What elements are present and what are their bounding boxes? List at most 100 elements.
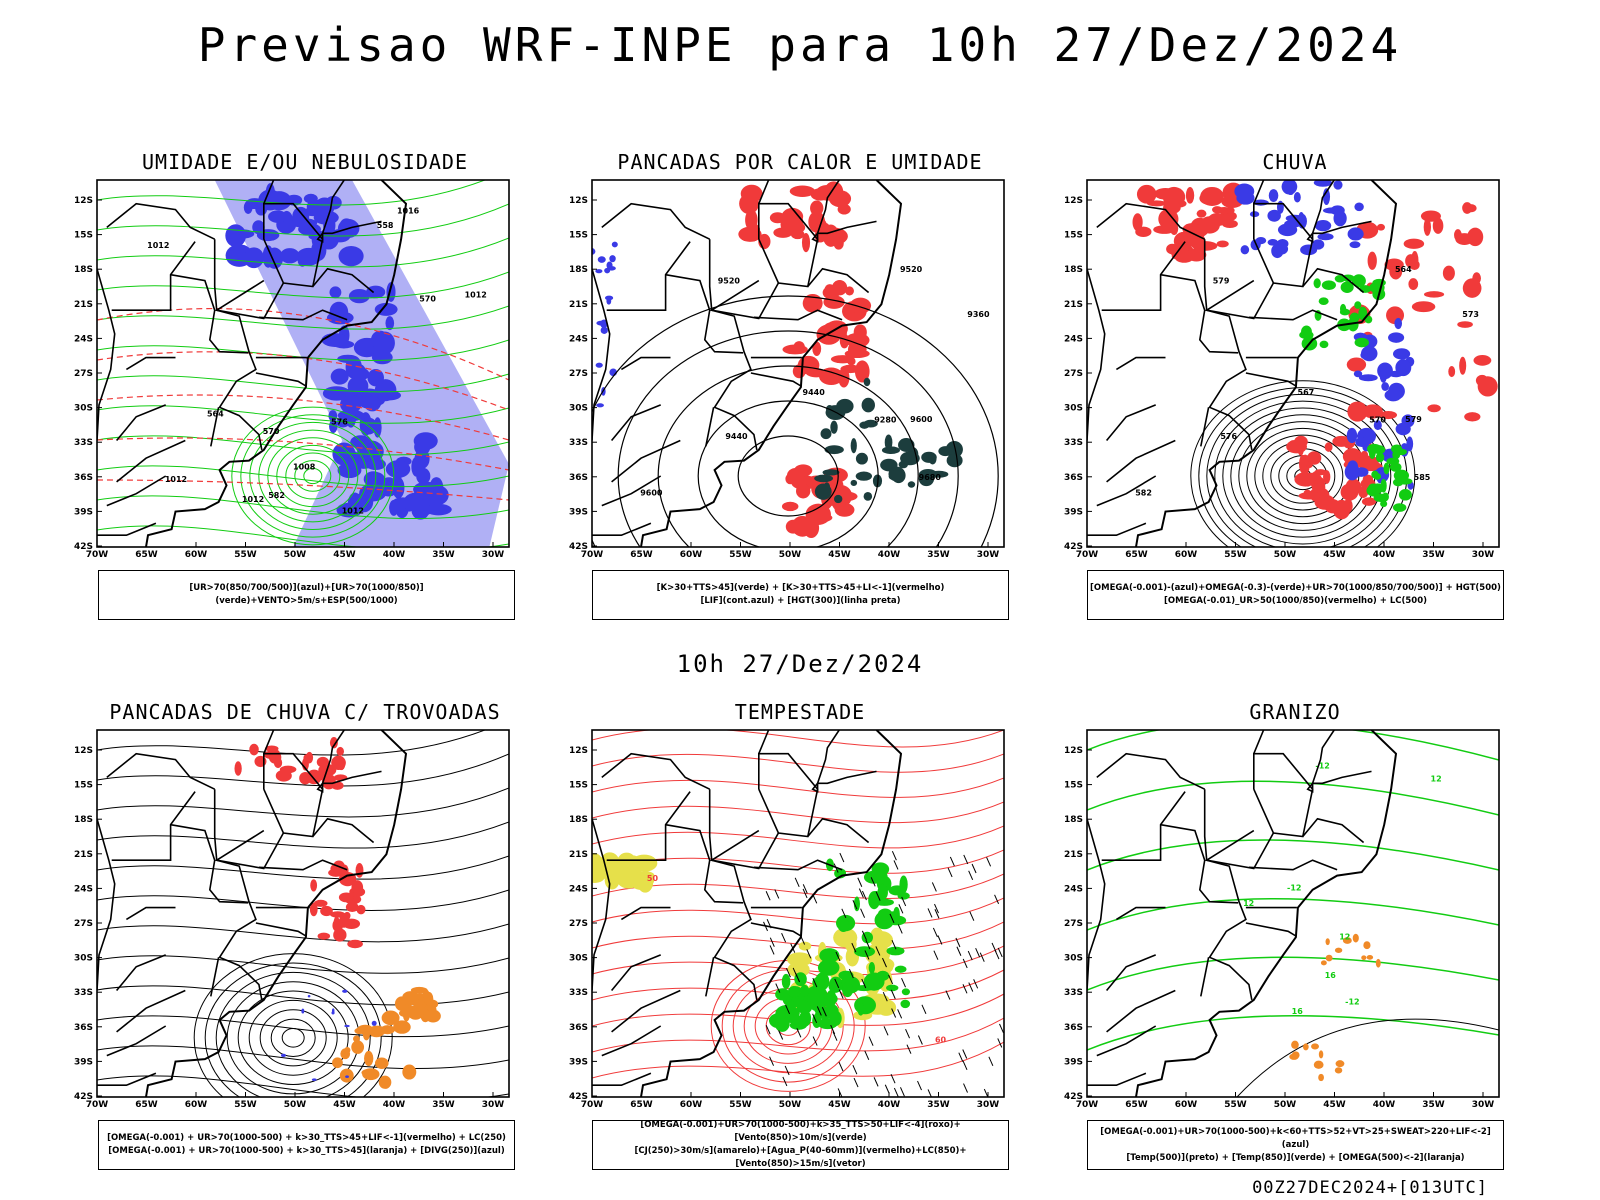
- omega-blob: [1330, 205, 1345, 216]
- map-layer: 1012 1012 1016 1012 1008 1012 576 570 564 558 582 1…: [97, 180, 509, 547]
- precip-blob: [1226, 206, 1235, 214]
- streamline-cyclone: [259, 1009, 327, 1067]
- streamline: [97, 525, 509, 547]
- wind-vector: [861, 978, 867, 989]
- humidity-blob: [268, 210, 287, 223]
- wind-vector: [781, 932, 787, 943]
- lif-contour: [609, 255, 616, 263]
- streamline: [97, 271, 509, 299]
- country-border: [750, 372, 802, 387]
- map-background: [1087, 730, 1499, 1097]
- andes-border: [97, 818, 116, 991]
- wind-vector: [979, 952, 985, 962]
- wind-vector: [875, 891, 881, 901]
- map-layer: -12 -12 -12 16 12 12 16 12: [1087, 730, 1499, 1097]
- omega-strong-blob: [1371, 483, 1384, 494]
- country-border: [1087, 1072, 1147, 1086]
- omega-strong-blob: [1354, 301, 1362, 309]
- heat-humidity-blob: [938, 446, 953, 457]
- panel-title: UMIDADE E/OU NEBULOSIDADE: [141, 150, 469, 174]
- wind-vector: [852, 899, 858, 910]
- map-frame: [591, 729, 1005, 1098]
- wind-vector: [834, 978, 840, 989]
- wind-vector: [897, 1009, 903, 1019]
- wind850-area: [854, 996, 876, 1015]
- country-border: [1160, 823, 1239, 904]
- omega-blob: [1349, 241, 1361, 249]
- storm-blob: [356, 904, 366, 915]
- omega500-blob: [1334, 1067, 1343, 1074]
- wind850-area: [868, 891, 881, 910]
- lat-tick-label: 42S: [569, 1092, 588, 1102]
- omega-blob: [1268, 189, 1279, 202]
- contour-label: 1012: [342, 507, 364, 516]
- heat-humidity-blob: [863, 377, 871, 387]
- omega-strong-blob: [1392, 503, 1407, 512]
- lon-tick-label: 35W: [927, 550, 950, 560]
- omega-blob: [1384, 389, 1402, 402]
- lon-tick-label: 30W: [977, 1100, 1000, 1110]
- lon-tick-label: 50W: [284, 1100, 307, 1110]
- heat-humidity-blob: [898, 438, 915, 452]
- lon-tick-label: 50W: [779, 550, 802, 560]
- lon-tick-label: 40W: [1373, 1100, 1396, 1110]
- wind-vector: [853, 1077, 859, 1088]
- humidity-blob: [225, 224, 247, 248]
- wind-vector: [901, 977, 906, 988]
- thunder-blob: [374, 1057, 389, 1069]
- country-border: [816, 730, 840, 784]
- country-border: [322, 770, 382, 785]
- omega500-blob: [1375, 958, 1381, 968]
- country-border: [106, 752, 216, 790]
- wind850-area: [794, 972, 807, 987]
- country-border: [807, 817, 870, 844]
- wind850-area: [819, 948, 840, 963]
- legend-line: [OMEGA(-0.001) + UR>70(1000-500) + k>30_…: [107, 1133, 506, 1143]
- country-border: [601, 1025, 662, 1057]
- country-border: [1096, 202, 1206, 240]
- convection-blob: [785, 473, 796, 485]
- lat-tick-label: 21S: [1064, 850, 1083, 860]
- contour-label: 1016: [397, 206, 420, 215]
- country-border: [312, 267, 375, 294]
- contour-label: 582: [268, 491, 285, 500]
- divergence-dot: [301, 1008, 305, 1014]
- country-border: [1106, 439, 1176, 483]
- lat-tick-label: 24S: [569, 334, 588, 344]
- lat-tick-label: 27S: [1064, 369, 1083, 379]
- omega-blob: [1373, 420, 1382, 431]
- precip-blob: [1462, 202, 1473, 214]
- country-border: [705, 957, 715, 997]
- omega-blob: [1317, 233, 1334, 241]
- lat-tick-label: 30S: [74, 954, 93, 964]
- heat-humidity-blob: [880, 458, 898, 472]
- wind-vector: [927, 908, 933, 918]
- lat-tick-label: 15S: [569, 781, 588, 791]
- omega-blob: [1314, 220, 1332, 232]
- wind-vector: [931, 882, 937, 892]
- heat-humidity-blob: [863, 491, 873, 501]
- lif-contour: [592, 247, 596, 255]
- run-info-footer: 00Z27DEC2024+[013UTC]: [1252, 1178, 1488, 1198]
- precip-blob: [1442, 265, 1455, 281]
- wind-vector: [769, 1056, 775, 1066]
- omega500-blob: [1325, 938, 1330, 946]
- wind-vector: [778, 1030, 784, 1040]
- convection-blob: [849, 297, 872, 314]
- wind-vector: [861, 890, 867, 901]
- coastline: [640, 730, 903, 1097]
- legend-umidade: [UR>70(850/700/500)](azul)+[UR>70(1000/8…: [98, 570, 515, 620]
- lon-tick-label: 45W: [333, 1100, 356, 1110]
- precip-blob: [1314, 469, 1327, 476]
- lat-tick-label: 33S: [569, 988, 588, 998]
- divergence-dot: [345, 1075, 349, 1078]
- wind-vector: [830, 1024, 836, 1035]
- divergence-dot: [371, 1020, 377, 1026]
- heat-humidity-blob: [830, 420, 838, 434]
- country-border: [97, 1072, 157, 1086]
- thickness-contour: [97, 394, 509, 441]
- legend-trovoadas: [OMEGA(-0.001) + UR>70(1000-500) + k>30_…: [98, 1120, 515, 1170]
- humidity-blob: [350, 435, 372, 449]
- omega-strong-blob: [1386, 457, 1400, 465]
- temp850-contour: [1087, 780, 1499, 816]
